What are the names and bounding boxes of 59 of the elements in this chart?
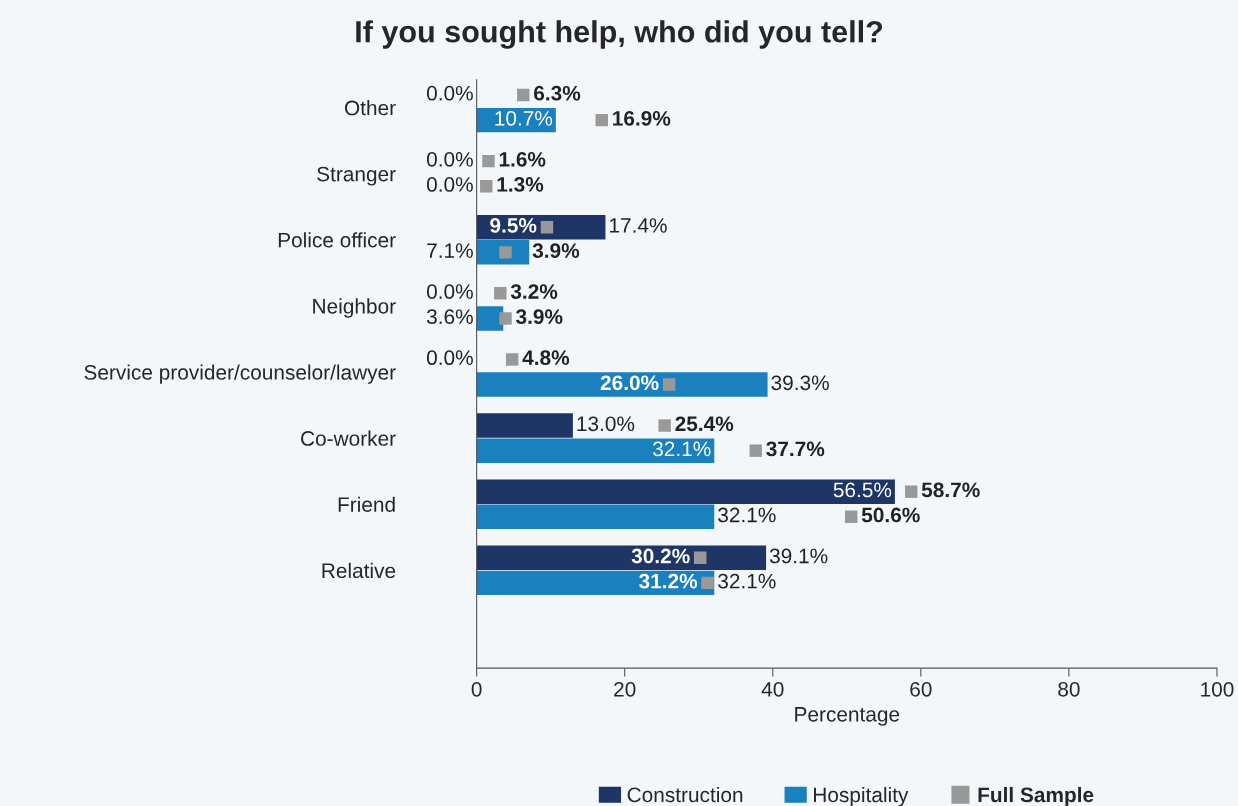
bar — [476, 438, 715, 463]
data-label: 0.0% — [426, 151, 473, 167]
x-tick-label: 20 — [614, 681, 636, 697]
y-tick-label: Co-worker — [301, 430, 396, 446]
legend-label: Construction — [627, 786, 743, 803]
bar — [476, 413, 573, 438]
data-label: 58.7% — [921, 482, 980, 498]
data-label: 0.0% — [426, 85, 473, 101]
data-label: 30.2% — [631, 548, 690, 564]
data-label: 9.5% — [490, 218, 537, 233]
y-tick-label: Neighbor — [313, 298, 396, 318]
bar — [476, 545, 767, 570]
y-tick-label: Other — [344, 100, 396, 116]
data-label: 32.1% — [653, 441, 711, 457]
data-label: 32.1% — [718, 573, 776, 589]
data-label: 39.1% — [769, 548, 828, 564]
data-label: 56.5% — [833, 482, 892, 498]
bar — [476, 479, 895, 504]
data-label: 1.3% — [497, 177, 544, 192]
data-label: 3.9% — [515, 309, 563, 325]
legend-label: Hospitality — [814, 786, 909, 806]
data-label: 0.0% — [426, 350, 473, 366]
x-axis-title: Percentage — [795, 707, 900, 726]
x-tick-label: 100 — [1201, 681, 1234, 697]
data-label: 26.0% — [600, 375, 659, 391]
data-label: 10.7% — [495, 110, 553, 126]
bar — [476, 306, 504, 331]
y-tick-label: Stranger — [317, 166, 396, 186]
x-tick-label: 0 — [471, 681, 482, 697]
chart-title: If you sought help, who did you tell? — [356, 20, 883, 49]
data-label: 32.1% — [718, 507, 776, 523]
data-label: 0.0% — [426, 177, 473, 192]
data-label: 6.3% — [534, 85, 581, 101]
x-tick-label: 60 — [910, 681, 932, 697]
bar — [476, 504, 715, 530]
data-label: 17.4% — [610, 218, 667, 233]
y-tick-label: Friend — [338, 496, 395, 512]
data-label: 3.6% — [426, 309, 473, 325]
bar — [476, 570, 715, 596]
data-label: 37.7% — [766, 441, 825, 457]
data-label: 7.1% — [427, 243, 473, 258]
data-label: 4.8% — [522, 350, 570, 366]
data-label: 3.9% — [532, 243, 580, 258]
data-label: 16.9% — [613, 110, 671, 126]
x-tick-label: 40 — [761, 681, 784, 697]
bar — [476, 372, 768, 397]
y-tick-label: Police officer — [278, 232, 396, 248]
data-label: 1.6% — [499, 151, 546, 167]
data-label: 31.2% — [639, 573, 698, 589]
data-label: 13.0% — [577, 416, 635, 432]
data-label: 39.3% — [771, 375, 829, 391]
y-tick-label: Relative — [322, 562, 396, 579]
y-tick-label: Service provider/counselor/lawyer — [84, 364, 396, 384]
data-label: 0.0% — [426, 284, 473, 299]
x-tick-label: 80 — [1058, 681, 1080, 697]
data-label: 25.4% — [675, 416, 734, 432]
data-label: 3.2% — [510, 284, 558, 299]
data-label: 50.6% — [861, 507, 920, 523]
legend-label: Full Sample — [978, 786, 1094, 806]
